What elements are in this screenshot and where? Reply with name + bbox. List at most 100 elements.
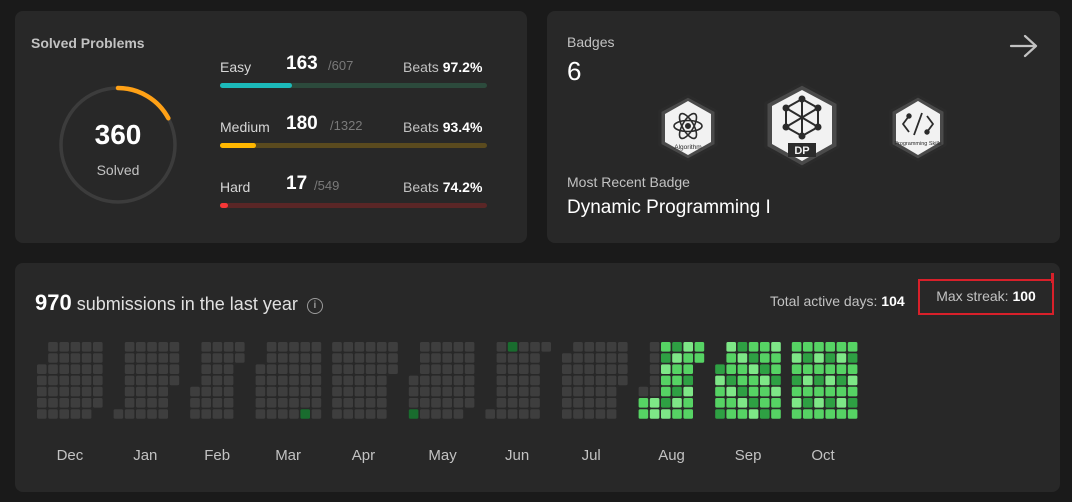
heatmap-cell[interactable] [158, 364, 168, 374]
heatmap-cell[interactable] [562, 409, 572, 419]
heatmap-cell[interactable] [420, 353, 430, 363]
heatmap-cell[interactable] [771, 398, 781, 408]
heatmap-cell[interactable] [332, 409, 342, 419]
heatmap-cell[interactable] [595, 409, 606, 419]
heatmap-cell[interactable] [573, 375, 583, 386]
heatmap-cell[interactable] [649, 386, 660, 397]
heatmap-cell[interactable] [606, 375, 617, 386]
heatmap-cell[interactable] [255, 375, 266, 386]
heatmap-cell[interactable] [354, 375, 365, 386]
heatmap-cell[interactable] [496, 342, 507, 352]
heatmap-cell[interactable] [847, 364, 858, 374]
heatmap-cell[interactable] [266, 409, 277, 419]
heatmap-cell[interactable] [748, 353, 759, 363]
heatmap-cell[interactable] [212, 364, 223, 374]
heatmap-cell[interactable] [48, 375, 58, 386]
heatmap-cell[interactable] [618, 375, 628, 386]
heatmap-cell[interactable] [836, 398, 847, 408]
heatmap-cell[interactable] [223, 409, 234, 419]
heatmap-cell[interactable] [836, 375, 847, 386]
heatmap-cell[interactable] [431, 364, 441, 374]
heatmap-cell[interactable] [147, 342, 157, 352]
heatmap-cell[interactable] [541, 342, 551, 352]
heatmap-cell[interactable] [300, 353, 310, 363]
heatmap-cell[interactable] [814, 409, 824, 419]
heatmap-cell[interactable] [388, 364, 398, 374]
heatmap-cell[interactable] [638, 398, 649, 408]
heatmap-cell[interactable] [649, 409, 660, 419]
heatmap-cell[interactable] [420, 342, 430, 352]
heatmap-cell[interactable] [661, 353, 671, 363]
heatmap-cell[interactable] [201, 398, 211, 408]
heatmap-cell[interactable] [748, 375, 759, 386]
heatmap-cell[interactable] [726, 375, 736, 386]
heatmap-cell[interactable] [300, 409, 310, 419]
heatmap-cell[interactable] [93, 342, 103, 352]
heatmap-cell[interactable] [408, 386, 419, 397]
heatmap-cell[interactable] [507, 398, 518, 408]
heatmap-cell[interactable] [147, 386, 157, 397]
heatmap-cell[interactable] [649, 364, 660, 374]
heatmap-cell[interactable] [562, 398, 572, 408]
heatmap-cell[interactable] [595, 375, 606, 386]
heatmap-cell[interactable] [442, 398, 452, 408]
heatmap-cell[interactable] [332, 386, 342, 397]
heatmap-cell[interactable] [365, 386, 376, 397]
heatmap-cell[interactable] [278, 353, 288, 363]
heatmap-cell[interactable] [212, 386, 223, 397]
heatmap-cell[interactable] [343, 409, 353, 419]
heatmap-cell[interactable] [300, 386, 310, 397]
heatmap-cell[interactable] [519, 386, 529, 397]
heatmap-cell[interactable] [530, 342, 540, 352]
heatmap-cell[interactable] [212, 398, 223, 408]
heatmap-cell[interactable] [507, 386, 518, 397]
heatmap-cell[interactable] [726, 409, 736, 419]
heatmap-cell[interactable] [201, 353, 211, 363]
heatmap-cell[interactable] [377, 386, 387, 397]
heatmap-cell[interactable] [377, 364, 387, 374]
heatmap-cell[interactable] [814, 364, 824, 374]
heatmap-cell[interactable] [748, 398, 759, 408]
heatmap-cell[interactable] [93, 364, 103, 374]
heatmap-cell[interactable] [737, 342, 748, 352]
heatmap-cell[interactable] [726, 353, 736, 363]
heatmap-cell[interactable] [825, 364, 835, 374]
heatmap-cell[interactable] [737, 375, 748, 386]
heatmap-cell[interactable] [59, 409, 69, 419]
heatmap-cell[interactable] [201, 375, 211, 386]
heatmap-cell[interactable] [737, 398, 748, 408]
heatmap-cell[interactable] [278, 386, 288, 397]
heatmap-cell[interactable] [300, 398, 310, 408]
heatmap-cell[interactable] [464, 398, 475, 408]
badge-algorithm[interactable]: Algorithm [656, 93, 720, 163]
heatmap-cell[interactable] [48, 342, 58, 352]
heatmap-cell[interactable] [595, 364, 606, 374]
heatmap-cell[interactable] [289, 398, 299, 408]
heatmap-cell[interactable] [760, 342, 770, 352]
heatmap-cell[interactable] [726, 398, 736, 408]
heatmap-cell[interactable] [618, 353, 628, 363]
heatmap-cell[interactable] [147, 409, 157, 419]
heatmap-cell[interactable] [136, 353, 146, 363]
heatmap-cell[interactable] [464, 386, 475, 397]
heatmap-cell[interactable] [496, 353, 507, 363]
heatmap-cell[interactable] [595, 353, 606, 363]
heatmap-cell[interactable] [136, 386, 146, 397]
heatmap-cell[interactable] [584, 375, 594, 386]
heatmap-cell[interactable] [803, 364, 813, 374]
heatmap-cell[interactable] [169, 353, 180, 363]
badge-programming-skills[interactable]: Programming Skills [887, 93, 949, 163]
heatmap-cell[interactable] [530, 375, 540, 386]
heatmap-cell[interactable] [278, 364, 288, 374]
heatmap-cell[interactable] [562, 386, 572, 397]
heatmap-cell[interactable] [223, 398, 234, 408]
heatmap-cell[interactable] [683, 409, 693, 419]
badge-dp[interactable]: DP [762, 81, 842, 171]
heatmap-cell[interactable] [791, 375, 802, 386]
heatmap-cell[interactable] [343, 342, 353, 352]
heatmap-cell[interactable] [201, 386, 211, 397]
heatmap-cell[interactable] [803, 375, 813, 386]
heatmap-cell[interactable] [59, 386, 69, 397]
heatmap-cell[interactable] [836, 386, 847, 397]
heatmap-cell[interactable] [847, 375, 858, 386]
